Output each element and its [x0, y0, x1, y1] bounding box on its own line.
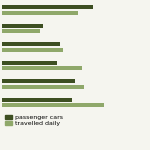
Bar — [2, 42, 60, 46]
Bar — [2, 79, 75, 83]
Bar — [2, 48, 63, 52]
Bar — [2, 66, 82, 70]
Bar — [2, 103, 104, 107]
Legend: passenger cars, travelled daily: passenger cars, travelled daily — [5, 115, 63, 126]
Bar — [2, 98, 72, 102]
Bar — [2, 24, 43, 28]
Bar — [2, 29, 40, 33]
Bar — [2, 61, 57, 65]
Bar — [2, 85, 84, 89]
Bar — [2, 5, 93, 9]
Bar — [2, 11, 78, 15]
